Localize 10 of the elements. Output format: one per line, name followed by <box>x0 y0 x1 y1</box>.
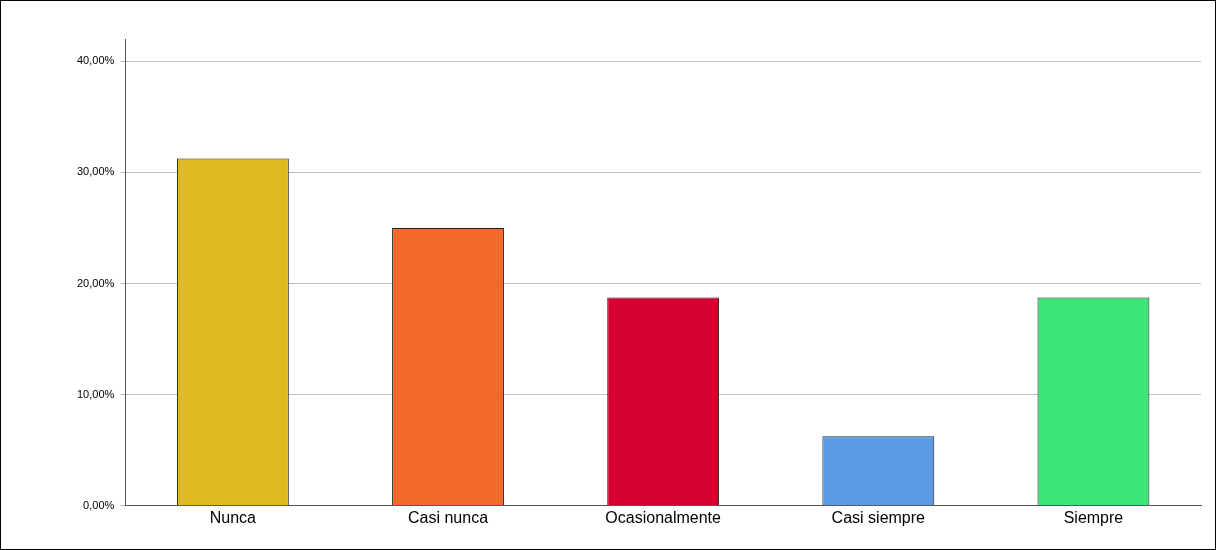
x-tick-label: Casi siempre <box>831 508 926 526</box>
y-tick-label: 10,00% <box>77 387 115 400</box>
y-tick-label: 0,00% <box>83 498 115 511</box>
x-tick-label: Ocasionalmente <box>605 508 722 526</box>
x-tick-label: Nunca <box>209 508 257 526</box>
x-tick-label: Siempre <box>1063 508 1124 526</box>
y-tick-label: 40,00% <box>77 54 115 67</box>
y-tick-label: 20,00% <box>77 276 115 289</box>
x-tick-label: Casi nunca <box>407 508 489 526</box>
y-tick-label: 30,00% <box>77 165 115 178</box>
